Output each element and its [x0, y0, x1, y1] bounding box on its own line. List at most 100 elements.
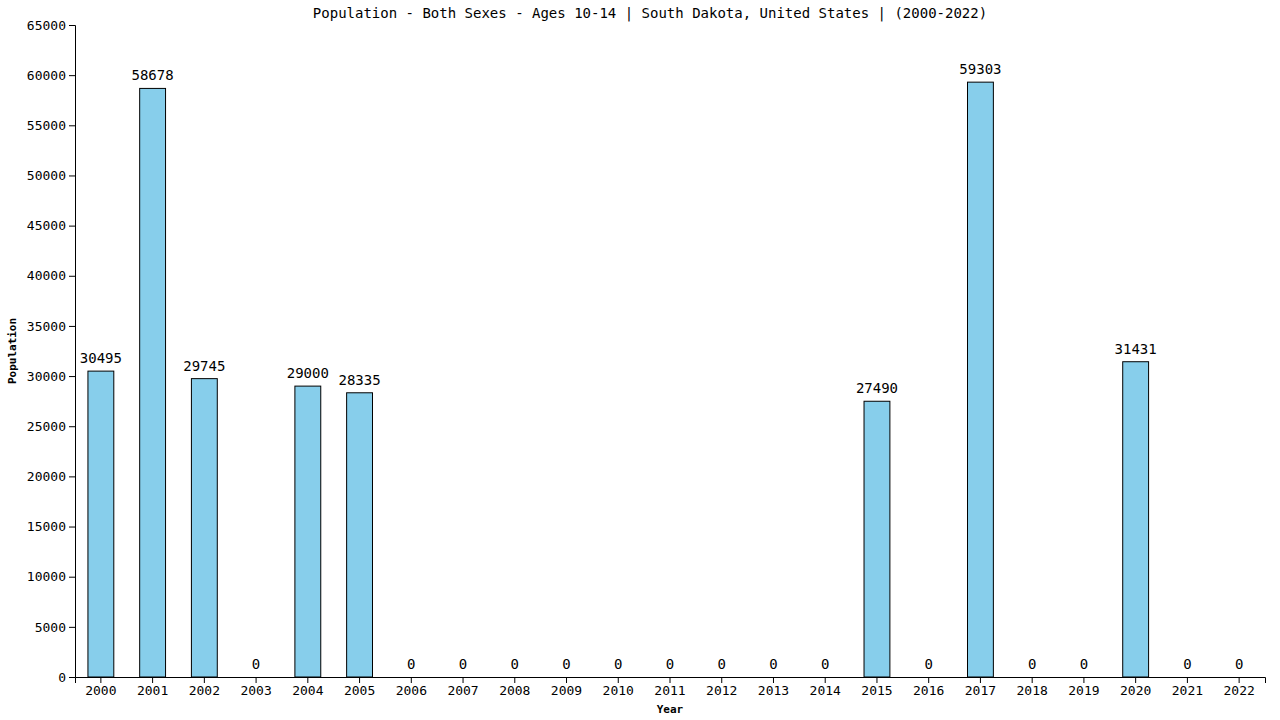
- x-tick: 2022: [1223, 677, 1254, 698]
- x-tick-mark: [928, 677, 929, 683]
- data-label: 0: [511, 656, 519, 672]
- x-tick: 2021: [1172, 677, 1203, 698]
- x-tick-label: 2020: [1120, 683, 1151, 698]
- y-tick: 35000: [27, 319, 75, 334]
- y-tick: 45000: [27, 218, 75, 233]
- y-tick-label: 5000: [35, 620, 66, 635]
- x-tick-label: 2019: [1068, 683, 1099, 698]
- x-tick-mark: [566, 677, 567, 683]
- data-label: 0: [1183, 656, 1191, 672]
- data-label: 0: [614, 656, 622, 672]
- data-label: 0: [821, 656, 829, 672]
- y-tick-mark: [69, 527, 75, 528]
- data-label: 0: [407, 656, 415, 672]
- y-tick-label: 35000: [27, 319, 66, 334]
- bar: [916, 677, 942, 678]
- bar: [968, 82, 994, 677]
- x-tick-label: 2001: [137, 683, 168, 698]
- x-tick: 2005: [344, 677, 375, 698]
- x-tick-mark: [876, 677, 877, 683]
- x-tick: 2016: [913, 677, 944, 698]
- x-tick-label: 2022: [1223, 683, 1254, 698]
- y-tick-label: 25000: [27, 419, 66, 434]
- y-tick: 5000: [35, 620, 75, 635]
- y-tick-mark: [69, 326, 75, 327]
- x-tick-label: 2003: [240, 683, 271, 698]
- y-tick: 50000: [27, 168, 75, 183]
- y-tick-label: 40000: [27, 268, 66, 283]
- x-tick-label: 2015: [861, 683, 892, 698]
- bar: [1174, 677, 1200, 678]
- bar: [1226, 677, 1252, 678]
- x-tick-mark: [411, 677, 412, 683]
- y-tick-mark: [69, 577, 75, 578]
- bar: [502, 677, 528, 678]
- bar: [347, 393, 373, 677]
- x-tick: 2018: [1017, 677, 1048, 698]
- x-tick-label: 2005: [344, 683, 375, 698]
- y-axis-line: [69, 26, 76, 678]
- y-tick: 55000: [27, 118, 75, 133]
- x-tick-label: 2012: [706, 683, 737, 698]
- y-tick: 15000: [27, 519, 75, 534]
- x-axis-line: [76, 678, 1266, 684]
- y-tick-mark: [69, 376, 75, 377]
- x-tick-label: 2018: [1017, 683, 1048, 698]
- y-tick-label: 15000: [27, 519, 66, 534]
- bar: [709, 677, 735, 678]
- y-tick-mark: [69, 226, 75, 227]
- x-tick-mark: [152, 677, 153, 683]
- bar: [398, 677, 424, 678]
- x-tick: 2004: [292, 677, 323, 698]
- data-label: 0: [459, 656, 467, 672]
- y-tick-label: 50000: [27, 168, 66, 183]
- data-label: 58678: [132, 67, 174, 83]
- x-tick-mark: [359, 677, 360, 683]
- bar: [812, 677, 838, 678]
- x-tick: 2020: [1120, 677, 1151, 698]
- x-tick-mark: [463, 677, 464, 683]
- x-tick: 2019: [1068, 677, 1099, 698]
- x-tick: 2003: [240, 677, 271, 698]
- x-tick-label: 2010: [603, 683, 634, 698]
- data-label: 0: [718, 656, 726, 672]
- y-tick-label: 0: [58, 670, 66, 685]
- data-label: 31431: [1115, 341, 1157, 357]
- title: Population - Both Sexes - Ages 10-14 | S…: [313, 5, 987, 22]
- x-tick-mark: [670, 677, 671, 683]
- x-tick: 2010: [603, 677, 634, 698]
- y-tick-label: 60000: [27, 68, 66, 83]
- x-tick-label: 2004: [292, 683, 323, 698]
- y-tick-label: 20000: [27, 469, 66, 484]
- x-tick: 2011: [654, 677, 685, 698]
- x-tick-label: 2016: [913, 683, 944, 698]
- y-tick-mark: [69, 627, 75, 628]
- y-tick-label: 10000: [27, 569, 66, 584]
- x-tick-label: 2006: [396, 683, 427, 698]
- y-tick-mark: [69, 75, 75, 76]
- y-tick-label: 45000: [27, 218, 66, 233]
- x-tick: 2006: [396, 677, 427, 698]
- y-tick-mark: [69, 175, 75, 176]
- x-tick-mark: [1083, 677, 1084, 683]
- y-tick-label: 30000: [27, 369, 66, 384]
- x-tick-mark: [1135, 677, 1136, 683]
- x-tick: 2007: [447, 677, 478, 698]
- bar: [191, 379, 217, 677]
- y-tick-mark: [69, 25, 75, 26]
- bar: [1071, 677, 1097, 678]
- x-tick-mark: [1187, 677, 1188, 683]
- x-tick-mark: [100, 677, 101, 683]
- data-label: 27490: [856, 380, 898, 396]
- x-tick-label: 2013: [758, 683, 789, 698]
- x-tick-label: 2007: [447, 683, 478, 698]
- y-tick: 40000: [27, 268, 75, 283]
- x-tick-label: 2008: [499, 683, 530, 698]
- bar: [864, 401, 890, 677]
- x-tick-mark: [1032, 677, 1033, 683]
- bar: [243, 677, 269, 678]
- x-tick-mark: [256, 677, 257, 683]
- bar: [605, 677, 631, 678]
- x-tick-label: 2000: [85, 683, 116, 698]
- y-tick: 10000: [27, 569, 75, 584]
